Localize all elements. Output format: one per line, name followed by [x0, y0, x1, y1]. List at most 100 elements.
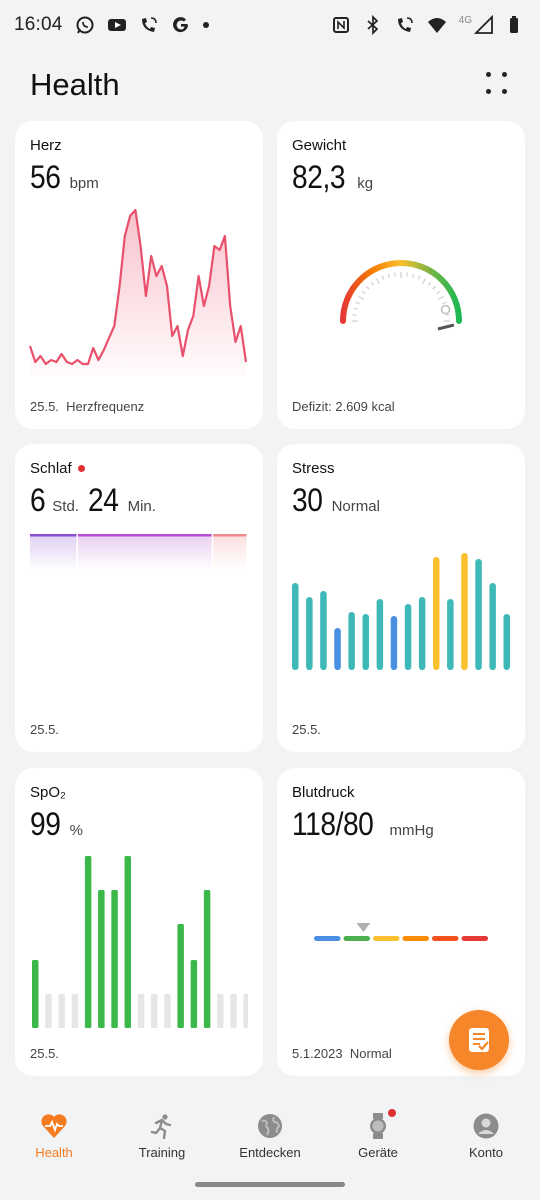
more-dots-icon[interactable] [486, 72, 512, 98]
spo2-card[interactable]: SpO₂ 99 % 25.5. [15, 768, 263, 1076]
stress-level: Normal [331, 498, 380, 515]
sleep-segment [30, 534, 77, 537]
bp-scale-segment [461, 936, 488, 941]
heart-value: 56 bpm [30, 159, 99, 196]
status-bar-left: 16:04 [14, 14, 209, 36]
account-icon [472, 1112, 500, 1140]
nav-item-training[interactable]: Training [112, 1112, 212, 1160]
stress-bar [348, 612, 355, 670]
gauge-tick [417, 275, 421, 280]
nav-label: Konto [469, 1145, 503, 1160]
stress-bar [404, 604, 412, 670]
sleep-segment-fill [213, 534, 247, 570]
weight-value: 82,3 kg [292, 159, 373, 196]
stress-footer: 25.5. [292, 722, 321, 737]
wifi-call-icon [139, 15, 159, 35]
weight-card[interactable]: Gewicht 82,3 kg Defizit: 2.609 kcal [277, 121, 525, 429]
heart-rate-value: 56 [30, 159, 61, 195]
spo2-bar [137, 994, 145, 1028]
weight-footer: Defizit: 2.609 kcal [292, 399, 395, 414]
stress-bar [503, 614, 510, 670]
spo2-bar [84, 856, 92, 1028]
bp-value: 118/80 mmHg [292, 806, 434, 843]
nav-label: Entdecken [239, 1145, 301, 1160]
gauge-needle [437, 323, 455, 331]
gauge-tick [358, 295, 365, 301]
status-time: 16:04 [14, 14, 63, 35]
gauge-tick [355, 301, 360, 305]
nav-item-health[interactable]: Health [4, 1112, 104, 1160]
whatsapp-icon [75, 15, 95, 35]
stress-bar [292, 583, 299, 670]
bp-scale-segment [343, 936, 370, 941]
spo2-number: 99 [30, 806, 61, 842]
stress-number: 30 [292, 482, 323, 518]
bp-unit: mmHg [389, 822, 434, 839]
nfc-icon [331, 15, 351, 35]
nav-label: Health [35, 1145, 73, 1160]
spo2-value: 99 % [30, 806, 83, 843]
run-icon [148, 1112, 176, 1140]
spo2-bar [217, 994, 224, 1028]
bp-number: 118/80 [292, 806, 374, 842]
spo2-bar [98, 890, 105, 1028]
sleep-value: 6 Std. 24 Min. [30, 482, 156, 519]
stress-bar [461, 553, 468, 670]
card-title: Gewicht [292, 137, 347, 154]
stress-chart [292, 553, 510, 670]
weight-unit: kg [357, 175, 374, 192]
sleep-card[interactable]: Schlaf 6 Std. 24 Min. 25.5. [15, 444, 263, 752]
nav-item-devices[interactable]: Geräte [328, 1109, 428, 1160]
gauge-tick [394, 272, 396, 277]
sleep-segment-fill [30, 534, 77, 570]
google-icon [171, 15, 191, 35]
sleep-alert-dot [77, 465, 85, 472]
gauge-tick [381, 275, 385, 280]
sleep-footer: 25.5. [30, 722, 59, 737]
stress-card[interactable]: Stress 30 Normal 25.5. [277, 444, 525, 752]
spo2-bar [203, 890, 211, 1028]
nav-item-account[interactable]: Konto [436, 1112, 536, 1160]
bp-scale-segment [432, 936, 459, 941]
spo2-bar [177, 924, 184, 1028]
gauge-tick [442, 301, 447, 305]
gauge-tick [432, 285, 437, 290]
stress-bar [489, 583, 496, 670]
spo2-bar [58, 994, 65, 1028]
wifi-icon [427, 15, 447, 35]
bp-scale [314, 923, 488, 941]
notification-dot [202, 22, 209, 28]
nav-label: Geräte [358, 1145, 398, 1160]
wifi-call-icon [395, 15, 415, 35]
gauge-tick [375, 278, 381, 285]
nav-label: Training [138, 1145, 186, 1160]
bp-scale-segment [314, 936, 341, 941]
spo2-bar [230, 994, 237, 1028]
card-title: Schlaf [30, 460, 85, 477]
spo2-bar [45, 994, 52, 1028]
bottom-navigation: Health Training Entdecken Geräte Konto [0, 1100, 540, 1172]
spo2-unit: % [69, 822, 83, 839]
stress-bar [433, 557, 440, 670]
gesture-bar[interactable] [195, 1182, 345, 1187]
sleep-segment [213, 534, 247, 537]
card-title: Stress [292, 460, 335, 477]
spo2-bar [243, 994, 248, 1028]
heart-rate-chart [29, 208, 248, 376]
gauge-tick [412, 273, 415, 278]
page-title: Health [30, 67, 120, 102]
notes-fab-button[interactable] [449, 1010, 509, 1070]
nav-item-discover[interactable]: Entdecken [220, 1112, 320, 1160]
heart-rate-area [30, 210, 246, 376]
spo2-bar [111, 890, 118, 1028]
spo2-bar [71, 994, 79, 1028]
heart-icon [40, 1112, 68, 1140]
battery-icon [506, 15, 526, 35]
heart-card[interactable]: Herz 56 bpm 25.5. Herzfrequenz [15, 121, 263, 429]
gauge-pointer [440, 304, 451, 315]
gauge-tick [445, 314, 450, 316]
bp-scale-segment [373, 936, 400, 941]
bp-scale-segment [402, 936, 429, 941]
bluetooth-icon [363, 15, 383, 35]
sleep-minutes: 24 [87, 482, 119, 518]
